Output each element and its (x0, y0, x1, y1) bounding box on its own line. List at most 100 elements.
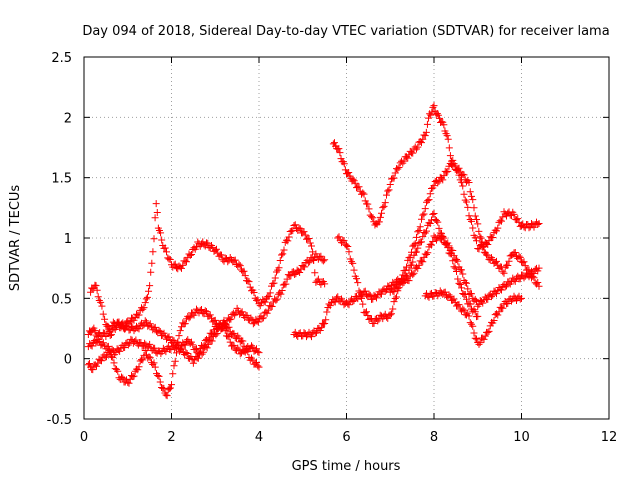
data-point (263, 309, 271, 317)
data-point (319, 257, 327, 265)
data-point (409, 258, 417, 266)
data-point (459, 305, 467, 313)
data-point (126, 318, 134, 326)
data-point (455, 164, 463, 172)
data-point (170, 337, 178, 345)
data-point (130, 372, 138, 380)
data-point (236, 262, 244, 270)
data-point (98, 302, 106, 310)
data-point (146, 340, 154, 348)
data-point (410, 241, 418, 249)
data-point (97, 298, 105, 306)
data-point (203, 344, 211, 352)
data-point (394, 165, 402, 173)
data-point (322, 316, 330, 324)
data-point (345, 301, 353, 309)
data-point (489, 233, 497, 241)
data-point (395, 163, 403, 171)
data-point (245, 278, 253, 286)
data-point (383, 191, 390, 199)
data-point (481, 332, 489, 340)
data-point (85, 359, 93, 367)
data-point (425, 293, 433, 301)
data-point (475, 340, 483, 348)
data-point (92, 282, 100, 290)
data-point (334, 293, 342, 301)
data-point (488, 293, 495, 301)
data-point (404, 272, 412, 280)
data-point (156, 328, 164, 336)
data-point (390, 298, 398, 306)
data-point (521, 262, 529, 270)
data-point (494, 311, 502, 319)
data-point (418, 238, 425, 246)
data-point (150, 235, 158, 243)
data-point (255, 349, 263, 357)
data-point (374, 317, 382, 325)
data-point (466, 216, 474, 224)
data-point (361, 287, 369, 295)
data-point (444, 167, 452, 175)
data-point (139, 356, 147, 364)
data-point (391, 294, 399, 302)
data-point (459, 182, 467, 190)
data-point (422, 128, 430, 136)
data-point (201, 307, 209, 315)
data-point (471, 212, 479, 220)
data-point (119, 374, 127, 382)
data-point (499, 268, 507, 276)
data-point (351, 179, 359, 187)
x-axis-label: GPS time / hours (292, 459, 401, 474)
data-point (203, 308, 210, 316)
data-point (212, 331, 220, 339)
data-point (476, 339, 484, 347)
data-point (448, 250, 455, 258)
data-point (127, 335, 135, 343)
data-point (390, 288, 398, 296)
data-point (179, 261, 187, 269)
data-point (183, 258, 190, 266)
data-point (463, 198, 470, 206)
data-point (468, 217, 475, 225)
data-point (404, 154, 412, 162)
x-tick-label: 2 (167, 430, 175, 445)
data-point (254, 362, 262, 370)
data-point (316, 326, 324, 334)
x-tick-label: 10 (513, 430, 530, 445)
data-point (440, 172, 448, 180)
data-point (466, 300, 474, 308)
data-point (119, 319, 127, 327)
data-point (409, 149, 417, 157)
x-tick-label: 4 (255, 430, 263, 445)
data-point (99, 339, 107, 347)
data-point (373, 294, 380, 302)
axis-ticks: 0 2 4 6 8 10 12 -0.5 0 0.5 1 1.5 2 2.5 (47, 51, 618, 445)
data-point (484, 295, 492, 303)
data-point (460, 190, 468, 198)
data-point (370, 319, 378, 327)
data-point (474, 220, 482, 228)
data-point (225, 333, 233, 341)
data-point (340, 160, 348, 168)
data-point (291, 221, 299, 229)
data-point (449, 257, 457, 265)
data-point (428, 108, 436, 116)
data-point (204, 239, 212, 247)
data-point (183, 350, 191, 358)
data-point (331, 298, 339, 306)
data-point (270, 279, 278, 287)
data-point (464, 203, 472, 211)
data-point (427, 111, 435, 119)
data-point (171, 357, 179, 365)
data-point (140, 304, 148, 312)
data-point (444, 244, 452, 252)
data-point (380, 202, 388, 210)
data-point (465, 212, 473, 220)
data-point (525, 266, 533, 274)
data-point (415, 227, 423, 235)
data-point (384, 187, 392, 195)
data-point (113, 365, 120, 373)
data-point (466, 319, 474, 327)
data-point (169, 336, 177, 344)
data-point (479, 243, 487, 251)
